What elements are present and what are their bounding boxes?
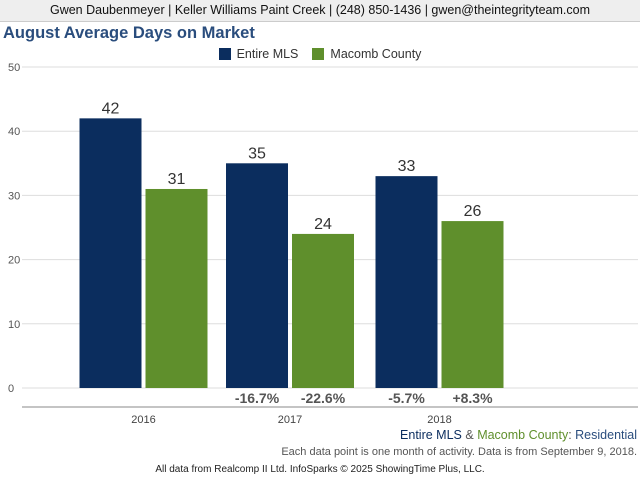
footer-legend-macomb-county: Macomb County xyxy=(477,428,569,442)
change-label-macomb-county-2017: -22.6% xyxy=(301,390,346,406)
x-tick-label-2016: 2016 xyxy=(131,414,155,426)
legend-label-entire-mls: Entire MLS xyxy=(236,47,299,61)
bar-macomb-county-2016 xyxy=(145,188,208,388)
y-tick-label-30: 30 xyxy=(8,190,20,202)
footer-legend-colon: : xyxy=(568,428,576,442)
data-label-entire-mls-2016: 42 xyxy=(102,100,120,117)
legend-item-macomb-county[interactable]: Macomb County xyxy=(312,45,421,63)
footer-legend-amp: & xyxy=(461,428,478,442)
data-label-entire-mls-2018: 33 xyxy=(398,158,416,175)
bar-entire-mls-2017 xyxy=(226,163,288,388)
y-tick-label-20: 20 xyxy=(8,255,20,267)
footer-legend: Entire MLS & Macomb County: Residential xyxy=(400,428,637,442)
chart-title: August Average Days on Market xyxy=(3,24,255,42)
x-tick-label-2018: 2018 xyxy=(427,414,451,426)
data-label-entire-mls-2017: 35 xyxy=(248,145,266,162)
footer-legend-entire-mls: Entire MLS xyxy=(400,428,462,442)
data-label-macomb-county-2017: 24 xyxy=(314,216,332,233)
change-label-entire-mls-2018: -5.7% xyxy=(388,390,425,406)
y-tick-label-40: 40 xyxy=(8,126,20,138)
data-label-macomb-county-2018: 26 xyxy=(464,203,482,220)
change-label-entire-mls-2017: -16.7% xyxy=(235,390,280,406)
legend-swatch-macomb-county xyxy=(312,48,325,60)
bar-entire-mls-2018 xyxy=(375,176,438,388)
y-tick-label-50: 50 xyxy=(8,62,20,74)
agent-contact-text: Gwen Daubenmeyer | Keller Williams Paint… xyxy=(49,3,591,17)
legend-swatch-entire-mls xyxy=(218,48,231,60)
bar-macomb-county-2018 xyxy=(441,221,504,388)
bar-macomb-county-2017 xyxy=(292,233,354,388)
y-tick-label-10: 10 xyxy=(8,319,20,331)
change-label-macomb-county-2018: +8.3% xyxy=(452,390,493,406)
agent-contact-bar: Gwen Daubenmeyer | Keller Williams Paint… xyxy=(0,0,640,22)
legend-label-macomb-county: Macomb County xyxy=(330,47,422,61)
legend-item-entire-mls[interactable]: Entire MLS xyxy=(218,45,299,63)
bar-entire-mls-2016 xyxy=(79,118,142,389)
data-label-macomb-county-2016: 31 xyxy=(168,171,186,188)
chart-legend: Entire MLS Macomb County xyxy=(0,45,640,63)
y-tick-label-0: 0 xyxy=(8,383,14,395)
data-footnote: Each data point is one month of activity… xyxy=(281,446,637,458)
data-credit: All data from Realcomp II Ltd. InfoSpark… xyxy=(155,464,485,475)
footer-legend-segment: Residential xyxy=(575,428,637,442)
x-tick-label-2017: 2017 xyxy=(278,414,302,426)
